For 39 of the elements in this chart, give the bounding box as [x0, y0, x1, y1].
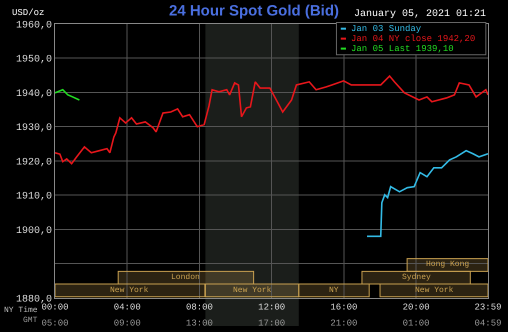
y-tick-label: 1900,0 — [16, 226, 52, 237]
x2-tick-label: 09:00 — [114, 318, 141, 328]
y-tick-label: 1910,0 — [16, 192, 52, 203]
legend-label: Jan 03 Sunday — [351, 24, 422, 34]
text: January 05, 2021 01:21 — [354, 9, 486, 20]
band-label: Hong Kong — [426, 260, 470, 269]
x-tick-label: 12:00 — [258, 302, 286, 313]
x2-tick-label: 13:00 — [186, 318, 213, 328]
x-tick-label: 16:00 — [330, 302, 358, 313]
legend-label: Jan 04 NY close 1942,20 — [351, 34, 476, 44]
x2-tick-label: 05:00 — [41, 318, 69, 328]
x-tick-label: 23:59 — [474, 302, 502, 313]
x2-tick-label: 17:00 — [258, 318, 286, 328]
y-tick-label: 1940,0 — [16, 88, 52, 100]
band-label: Sydney — [402, 273, 432, 282]
y-tick-label: 1950,0 — [16, 54, 52, 66]
x2-tick-label: 04:59 — [474, 318, 502, 328]
y-tick-label: 1960,0 — [16, 20, 52, 32]
x2-tick-label: 01:00 — [402, 318, 430, 328]
band-label: New York — [233, 286, 272, 295]
line-series — [55, 88, 80, 101]
x-tick-label: 20:00 — [402, 302, 430, 313]
text: NY Time — [4, 306, 38, 315]
chart-title: 24 Hour Spot Gold (Bid) — [169, 2, 339, 20]
band-label: New York — [415, 286, 454, 295]
band-label: London — [171, 273, 200, 282]
band-label: NY — [329, 286, 339, 295]
y-tick-label: 1920,0 — [16, 157, 52, 168]
x-tick-label: 00:00 — [41, 302, 69, 313]
x-tick-label: 04:00 — [114, 302, 141, 313]
line-series — [366, 150, 488, 238]
x-tick-label: 08:00 — [186, 302, 213, 313]
band-label: New York — [110, 286, 149, 295]
text: GMT — [23, 316, 38, 325]
y-tick-label: 1930,0 — [16, 123, 52, 134]
x2-tick-label: 21:00 — [330, 318, 358, 328]
y-axis-title: USD/oz — [12, 8, 44, 18]
legend-label: Jan 05 Last 1939,10 — [351, 44, 454, 54]
line-series — [55, 75, 488, 164]
